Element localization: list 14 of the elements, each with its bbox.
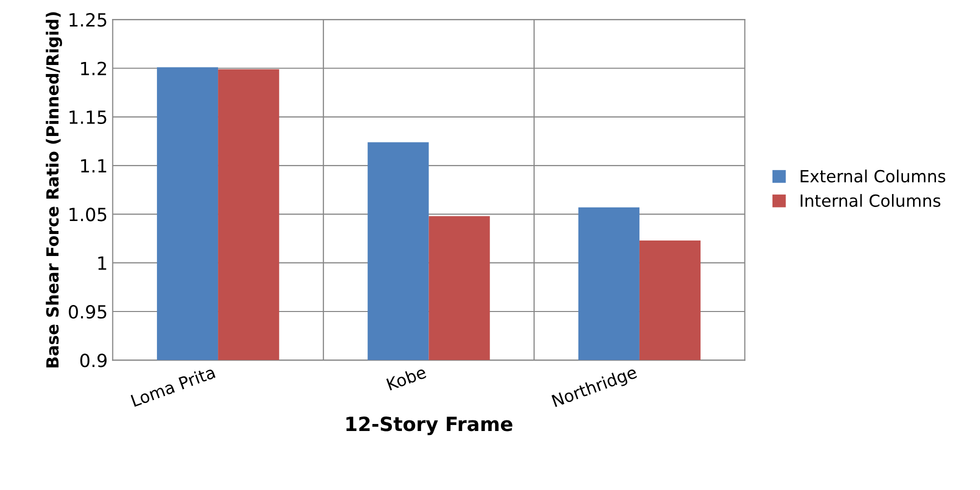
y-tick-label: 1.25 — [70, 13, 106, 27]
y-tick-label: 0.95 — [68, 304, 106, 319]
y-tick-label: 1.1 — [81, 159, 106, 172]
x-axis-title: 12-Story Frame — [346, 416, 512, 436]
legend-label: Internal Columns — [800, 194, 940, 207]
y-tick-label: 1.05 — [70, 208, 106, 222]
y-axis-title: Base Shear Force Ratio (Pinned/Rigid) — [46, 12, 62, 368]
y-tick-label: 1.2 — [81, 62, 106, 76]
y-tick-label: 0.9 — [80, 354, 107, 368]
x-tick-label: Kobe — [386, 365, 427, 391]
y-tick-label: 1 — [98, 256, 106, 270]
legend-label: External Columns — [800, 170, 946, 182]
y-tick-label: 1.15 — [70, 110, 106, 124]
x-tick-label: Loma Prita — [130, 366, 216, 407]
